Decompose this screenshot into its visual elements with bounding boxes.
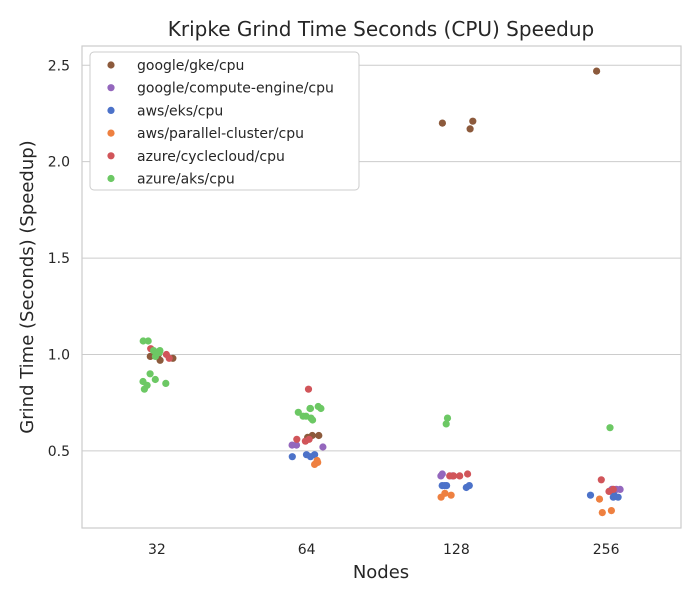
data-point — [309, 416, 317, 424]
data-point — [447, 491, 455, 499]
data-point — [311, 460, 319, 468]
data-point — [288, 453, 296, 461]
data-point — [466, 125, 474, 133]
data-point — [443, 414, 452, 422]
data-point — [315, 431, 323, 440]
y-tick-label: 2.5 — [48, 58, 70, 74]
legend-label: azure/aks/cpu — [137, 172, 235, 188]
data-point — [438, 119, 446, 127]
y-tick-label: 1.0 — [48, 347, 70, 363]
y-tick-label: 0.5 — [48, 444, 70, 460]
data-point — [146, 370, 154, 378]
data-point — [605, 487, 613, 495]
data-point — [442, 420, 450, 428]
data-point — [305, 435, 313, 443]
data-point — [146, 352, 154, 360]
data-point — [140, 385, 148, 393]
y-axis-label: Grind Time (Seconds) (Speedup) — [17, 140, 38, 433]
data-point — [294, 408, 302, 416]
data-point — [302, 451, 311, 459]
legend-marker — [107, 174, 115, 183]
data-point — [464, 470, 472, 478]
data-point — [597, 476, 605, 484]
data-point — [441, 482, 449, 490]
data-point — [462, 483, 470, 492]
data-point — [607, 507, 616, 515]
data-point — [319, 443, 327, 451]
data-point — [598, 508, 606, 517]
y-tick-label: 1.5 — [48, 251, 70, 267]
data-point — [469, 117, 477, 125]
x-tick-label: 32 — [148, 542, 166, 558]
data-point — [456, 472, 464, 480]
x-tick-label: 256 — [593, 542, 620, 558]
y-tick-label: 2.0 — [48, 155, 70, 171]
legend-label: aws/eks/cpu — [137, 103, 223, 119]
data-point — [293, 435, 301, 443]
data-point — [162, 379, 170, 387]
data-point — [144, 337, 152, 345]
data-point — [304, 385, 313, 393]
data-point — [151, 375, 159, 384]
data-point — [165, 354, 173, 362]
legend-label: google/gke/cpu — [137, 58, 244, 74]
data-point — [438, 470, 446, 478]
legend: google/gke/cpu google/compute-engine/cpu a… — [89, 51, 360, 191]
data-point — [446, 472, 454, 480]
data-points — [139, 67, 624, 517]
legend-marker — [107, 61, 115, 69]
data-point — [614, 493, 622, 501]
data-point — [306, 404, 315, 413]
legend-label: aws/parallel-cluster/cpu — [137, 126, 304, 142]
x-tick-label: 128 — [443, 542, 470, 558]
data-point — [151, 352, 159, 360]
data-point — [299, 412, 307, 420]
legend-marker — [107, 129, 115, 137]
legend-marker — [107, 84, 115, 92]
legend-box — [89, 51, 360, 191]
chart-title: Kripke Grind Time Seconds (CPU) Speedup — [168, 17, 595, 41]
data-point — [288, 441, 296, 449]
data-point — [606, 424, 614, 432]
legend-label: azure/cyclecloud/cpu — [137, 149, 285, 165]
data-point — [595, 495, 604, 503]
legend-items: google/gke/cpu google/compute-engine/cpu a… — [107, 58, 334, 188]
y-tick-labels: 0.5 1.0 1.5 2.0 2.5 — [48, 58, 70, 460]
data-point — [441, 489, 449, 497]
legend-marker — [107, 106, 115, 114]
legend-marker — [107, 152, 115, 160]
data-point — [586, 491, 595, 499]
x-axis-label: Nodes — [353, 562, 409, 583]
x-tick-labels: 32 64 128 256 — [148, 542, 620, 558]
data-point — [139, 337, 147, 345]
data-point — [317, 404, 325, 413]
legend-label: google/compute-engine/cpu — [137, 81, 334, 97]
x-tick-label: 64 — [298, 542, 316, 558]
data-point — [593, 67, 601, 75]
